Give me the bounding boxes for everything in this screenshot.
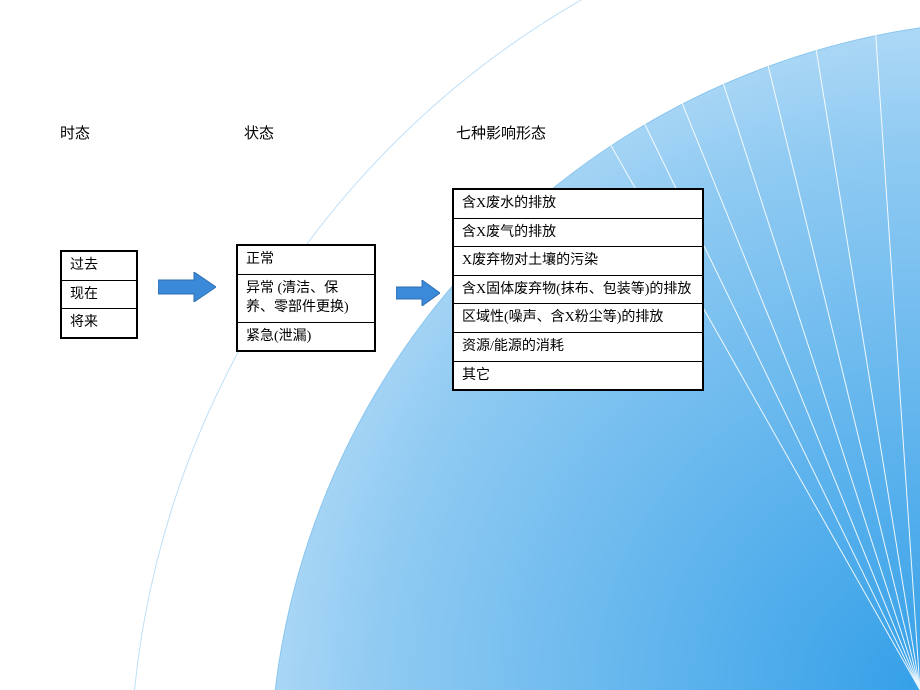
tense-box: 过去 现在 将来 [60,250,138,339]
state-box: 正常 异常 (清洁、保养、零部件更换) 紧急(泄漏) [236,244,376,352]
tense-item: 现在 [62,281,136,310]
arrow-icon [158,272,216,302]
impact-item: 含X固体废弃物(抹布、包装等)的排放 [454,276,702,305]
diagram-content: 时态 状态 七种影响形态 过去 现在 将来 正常 异常 (清洁、保养、零部件更换… [0,0,920,690]
state-item: 紧急(泄漏) [238,323,374,351]
impact-item: 其它 [454,362,702,390]
state-item: 异常 (清洁、保养、零部件更换) [238,275,374,323]
impact-item: 区域性(噪声、含X粉尘等)的排放 [454,304,702,333]
impact-item: 资源/能源的消耗 [454,333,702,362]
header-tense: 时态 [60,122,90,143]
impact-item: 含X废气的排放 [454,219,702,248]
impact-box: 含X废水的排放 含X废气的排放 X废弃物对土壤的污染 含X固体废弃物(抹布、包装… [452,188,704,391]
tense-item: 将来 [62,309,136,337]
arrow-icon [396,280,440,306]
impact-item: 含X废水的排放 [454,190,702,219]
impact-item: X废弃物对土壤的污染 [454,247,702,276]
state-item: 正常 [238,246,374,275]
header-state: 状态 [244,122,274,143]
tense-item: 过去 [62,252,136,281]
header-impact: 七种影响形态 [456,122,546,143]
